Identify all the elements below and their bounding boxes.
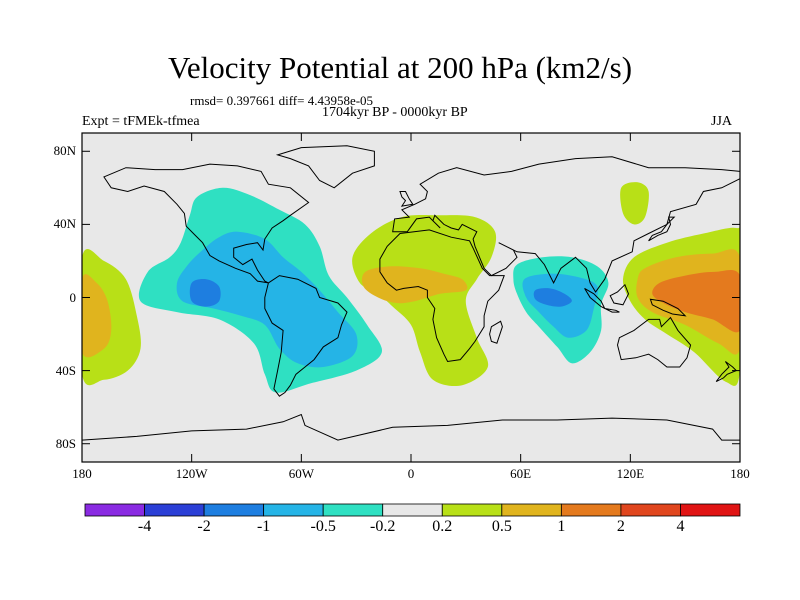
colorbar-level-label: 1: [557, 518, 566, 535]
coastline-antarctica: [82, 413, 740, 441]
colorbar-swatch: [144, 503, 205, 517]
axis-ticks: [81, 133, 741, 462]
x-tick-label: 180: [730, 466, 750, 481]
colorbar-level-label: 2: [616, 518, 625, 535]
colorbar-level-label: -0.5: [310, 518, 336, 535]
x-tick-label: 60W: [288, 466, 314, 481]
coastline-indonesia: [584, 287, 620, 313]
y-tick-label: 0: [69, 289, 77, 305]
x-tick-label: 180: [72, 466, 92, 481]
chart-title: Velocity Potential at 200 hPa (km2/s): [167, 50, 633, 85]
colorbar-level-label: 4: [676, 518, 685, 535]
period-label: 1704kyr BP - 0000kyr BP: [322, 105, 468, 120]
colorbar-level-label: -4: [137, 518, 152, 535]
colorbar-swatch: [620, 503, 681, 517]
season-label: JJA: [711, 114, 733, 129]
x-tick-label: 120E: [616, 466, 645, 481]
colorbar: [84, 503, 741, 517]
colorbar-swatch: [560, 503, 622, 517]
y-tick-label: 40S: [55, 362, 76, 378]
colorbar-swatch: [501, 503, 562, 517]
colorbar-level-label: 0.2: [432, 518, 453, 535]
coastline-new-guinea: [649, 298, 687, 317]
coastlines: [82, 145, 740, 441]
region-africa-positive-inner: [361, 266, 468, 304]
colorbar-swatch: [203, 503, 265, 517]
coastline-north-america: [103, 163, 310, 284]
stats-line: rmsd= 0.397661 diff= 4.43958e-05: [190, 93, 374, 108]
colorbar-level-label: 0.5: [491, 518, 512, 535]
coastline-australia: [616, 316, 692, 368]
experiment-label: Expt = tFMEk-tfmea: [82, 114, 200, 129]
coastline-new-zealand: [715, 361, 738, 383]
colorbar-swatch: [84, 503, 145, 517]
colorbar-swatch: [382, 503, 443, 517]
colorbar-swatch: [322, 503, 384, 517]
region-asia-north-positive: [620, 182, 649, 225]
x-tick-label: 60E: [510, 466, 532, 481]
coastline-madagascar: [489, 320, 503, 344]
coastline-uk: [399, 191, 414, 207]
colorbar-swatch: [680, 503, 741, 517]
region-west-pacific-positive-inner: [652, 270, 740, 333]
region-indian-negative-core: [533, 288, 572, 307]
coastline-japan: [648, 216, 676, 242]
region-africa-positive-outer: [352, 215, 497, 387]
colorbar-swatch: [263, 503, 324, 517]
region-americas-negative-inner: [176, 231, 358, 368]
colorbar-level-label: -0.2: [370, 518, 396, 535]
region-americas-negative-core: [189, 278, 221, 307]
x-tick-label: 120W: [175, 466, 208, 481]
x-tick-label: 0: [407, 466, 415, 481]
y-tick-label: 40N: [53, 216, 76, 232]
colorbar-level-label: -2: [197, 518, 211, 535]
y-tick-label: 80S: [55, 435, 76, 451]
region-east-pacific-positive-inner: [82, 274, 112, 358]
coastline-south-america: [264, 275, 348, 397]
coastline-africa: [379, 229, 505, 363]
colorbar-swatch: [441, 503, 503, 517]
coastline-borneo: [609, 283, 630, 306]
y-tick-label: 80N: [53, 143, 76, 159]
coastline-europe-asia: [392, 156, 740, 293]
coastline-greenland: [275, 145, 375, 189]
field-contours: [82, 182, 740, 393]
colorbar-level-label: -1: [256, 518, 271, 535]
